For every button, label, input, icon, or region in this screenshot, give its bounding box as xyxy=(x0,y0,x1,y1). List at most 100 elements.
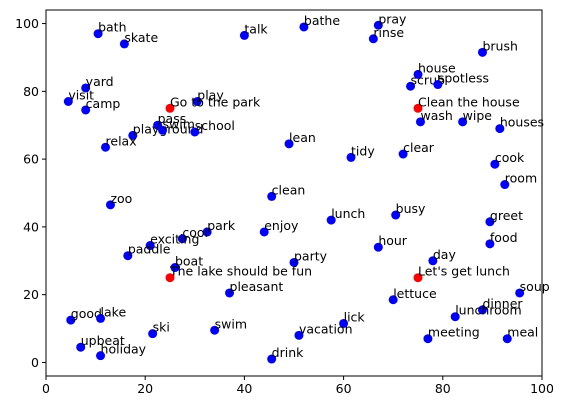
word-point xyxy=(368,34,378,44)
word-point xyxy=(148,329,158,339)
word-point xyxy=(210,325,220,335)
word-point xyxy=(145,241,155,251)
word-point-label: swim xyxy=(215,316,247,331)
word-point xyxy=(502,334,512,344)
word-point xyxy=(66,315,76,325)
word-point-label: room xyxy=(505,171,537,186)
word-point xyxy=(63,97,73,106)
word-point xyxy=(515,288,525,298)
word-point xyxy=(192,97,202,106)
y-tick-label: 0 xyxy=(31,355,39,370)
word-point xyxy=(101,142,111,152)
word-point-label: good xyxy=(71,306,102,321)
word-point-label: pass xyxy=(158,111,187,126)
phrase-point xyxy=(413,273,423,283)
x-tick-label: 20 xyxy=(137,381,153,396)
word-point xyxy=(267,191,277,201)
word-point xyxy=(477,305,487,315)
word-point xyxy=(267,354,277,364)
word-point-label: busy xyxy=(396,201,426,216)
word-point xyxy=(239,30,249,40)
word-point-label: wipe xyxy=(463,108,493,123)
y-tick-label: 100 xyxy=(15,16,39,31)
word-point xyxy=(81,83,91,93)
x-tick-label: 100 xyxy=(530,381,554,396)
word-point-label: skate xyxy=(124,30,158,45)
word-point xyxy=(289,257,299,267)
word-point xyxy=(398,149,408,159)
word-point-label: upbeat xyxy=(81,333,125,348)
word-point-label: lake xyxy=(101,304,127,319)
phrase-point-label: Let's get lunch xyxy=(418,264,510,279)
word-point-label: spotless xyxy=(438,71,489,86)
word-point xyxy=(284,139,294,149)
word-point xyxy=(388,295,398,305)
word-point-label: school xyxy=(195,118,235,133)
word-point xyxy=(458,117,468,127)
word-point-label: party xyxy=(294,248,328,263)
word-point xyxy=(406,81,416,91)
word-point-label: pleasant xyxy=(230,279,284,294)
phrase-point xyxy=(165,103,175,113)
word-point xyxy=(326,215,336,225)
word-point xyxy=(346,152,356,162)
word-point xyxy=(76,342,86,352)
word-point-label: drink xyxy=(272,345,304,360)
word-point xyxy=(170,263,180,273)
word-point-label: zoo xyxy=(110,191,132,206)
word-point-label: tidy xyxy=(351,143,375,158)
word-point-label: wash xyxy=(420,108,452,123)
plot-frame xyxy=(45,9,543,377)
word-point xyxy=(477,47,487,57)
phrase-point-label: Clean the house xyxy=(418,94,520,109)
word-point xyxy=(105,200,115,210)
x-tick-label: 40 xyxy=(236,381,252,396)
phrase-point-label: The lake should be fun xyxy=(169,264,312,279)
word-point xyxy=(96,313,106,323)
word-point-label: hour xyxy=(378,233,407,248)
word-point xyxy=(490,159,500,169)
word-point xyxy=(225,288,235,298)
word-point-label: relax xyxy=(106,133,137,148)
word-point xyxy=(373,242,383,252)
word-point xyxy=(500,180,510,190)
word-point xyxy=(158,125,168,135)
word-point-label: cook xyxy=(495,150,525,165)
word-point-label: swim xyxy=(163,116,195,131)
word-point-label: enjoy xyxy=(264,218,299,233)
word-point xyxy=(96,351,106,361)
y-tick-label: 40 xyxy=(23,219,39,234)
word-point xyxy=(202,227,212,237)
word-point-label: clean xyxy=(272,182,306,197)
word-point-label: dinner xyxy=(482,296,523,311)
word-point-label: vacation xyxy=(299,321,353,336)
word-point-label: meal xyxy=(507,325,538,340)
x-tick-label: 0 xyxy=(42,381,50,396)
word-point-label: house xyxy=(418,60,456,75)
word-point-label: clear xyxy=(403,140,435,155)
word-point-label: boat xyxy=(175,254,203,269)
phrase-point-label: Go to the park xyxy=(170,94,261,109)
word-point xyxy=(413,69,423,79)
word-point xyxy=(339,318,349,328)
word-point-label: lean xyxy=(289,130,316,145)
word-point-label: lunchroom xyxy=(455,303,521,318)
y-tick-label: 20 xyxy=(23,287,39,302)
y-tick-label: 60 xyxy=(23,152,39,167)
word-point-label: camp xyxy=(86,96,121,111)
word-point xyxy=(391,210,401,220)
word-point-label: ski xyxy=(153,320,170,335)
word-point xyxy=(259,227,269,237)
word-point-label: talk xyxy=(244,21,268,36)
word-point xyxy=(485,217,495,227)
phrase-point xyxy=(413,103,423,113)
word-point-label: yard xyxy=(86,74,114,89)
word-point xyxy=(299,22,309,32)
word-point xyxy=(433,80,443,90)
word-point xyxy=(93,29,103,39)
word-point-label: meeting xyxy=(428,325,480,340)
word-point-label: bathe xyxy=(304,13,340,28)
word-point-label: exciting xyxy=(150,232,199,247)
word-point xyxy=(450,312,460,322)
